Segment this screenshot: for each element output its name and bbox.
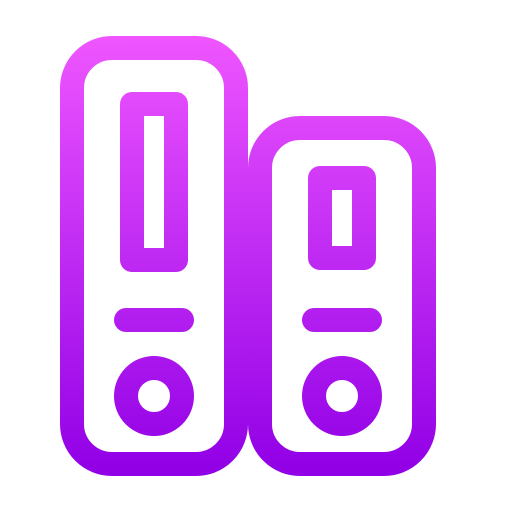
binder-right-slot (320, 178, 364, 258)
binder-left-slot (132, 104, 176, 260)
archive-binders-svg (0, 0, 512, 512)
archive-binders-icon (0, 0, 512, 512)
binder-right-ring (314, 368, 370, 424)
binder-right-bar (302, 308, 382, 332)
binder-left-bar (114, 308, 194, 332)
binder-left-ring (126, 368, 182, 424)
